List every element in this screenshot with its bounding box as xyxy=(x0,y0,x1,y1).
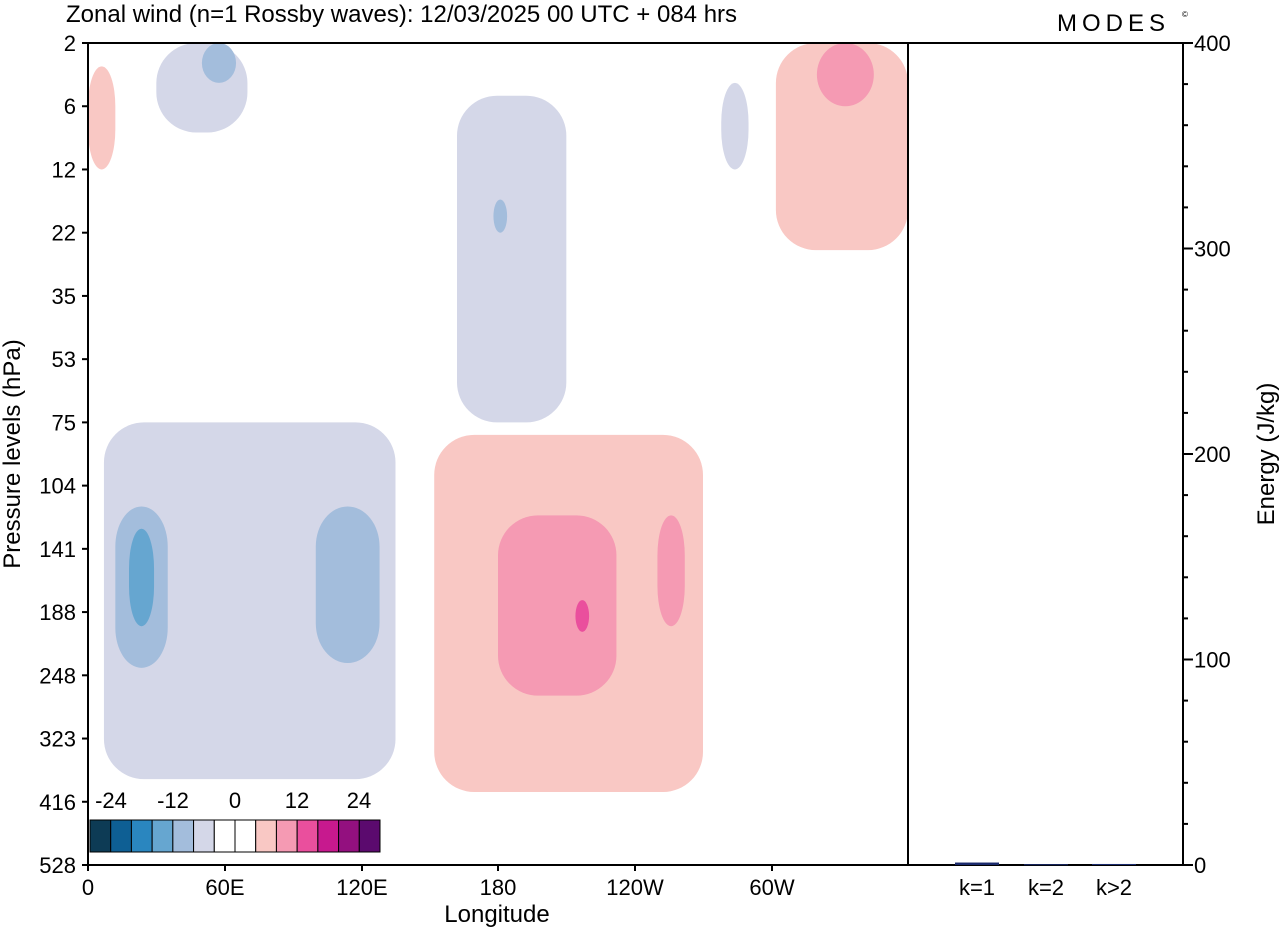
x-axis-label: Longitude xyxy=(444,901,549,928)
y-tick-label: 248 xyxy=(39,663,76,688)
colorbar-swatch xyxy=(275,819,298,853)
y-axis-label: Pressure levels (hPa) xyxy=(0,339,26,568)
energy-panel: k=1 k=2 k>2 0 100 200 300 400 Energy (J/kg) xyxy=(907,31,1280,900)
energy-bar xyxy=(1092,863,1136,865)
colorbar-swatch xyxy=(296,819,319,853)
y-tick-label: 35 xyxy=(52,284,76,309)
energy-category-label: k>2 xyxy=(1096,875,1132,900)
energy-axis-label: Energy (J/kg) xyxy=(1253,383,1280,526)
contour-region-positive xyxy=(775,43,908,251)
colorbar-swatch xyxy=(213,819,236,853)
y-tick-label: 141 xyxy=(39,537,76,562)
contour-regions xyxy=(88,43,908,792)
contour-region-positive xyxy=(575,600,590,632)
y-tick-label: 323 xyxy=(39,727,76,752)
x-tick-label: 120E xyxy=(336,875,387,900)
colorbar-swatch xyxy=(317,819,340,853)
colorbar-swatch xyxy=(234,819,257,853)
chart-title: Zonal wind (n=1 Rossby waves): 12/03/202… xyxy=(66,1,737,28)
energy-bar xyxy=(1024,864,1068,866)
contour-region-positive xyxy=(88,66,116,170)
energy-category-label: k=1 xyxy=(959,875,995,900)
y-tick-label: 2 xyxy=(64,31,76,56)
energy-category-label: k=2 xyxy=(1028,875,1064,900)
field-axes: 0 60E 120E 180 120W 60W 2 6 12 22 35 53 75 104 141 188 2… xyxy=(39,31,795,900)
contour-region-negative xyxy=(201,43,237,83)
colorbar-tick-label: -12 xyxy=(157,788,189,813)
colorbar-swatch xyxy=(130,819,153,853)
contour-region-negative xyxy=(129,528,155,627)
contour-region-negative xyxy=(721,82,749,170)
colorbar-swatch xyxy=(358,819,381,853)
y-tick-label: 53 xyxy=(52,347,76,372)
energy-tick-label: 0 xyxy=(1194,853,1206,878)
colorbar-tick-label: 12 xyxy=(285,788,309,813)
x-tick-label: 60W xyxy=(749,875,794,900)
colorbar-swatch xyxy=(255,819,277,853)
energy-tick-label: 300 xyxy=(1194,237,1231,262)
energy-axes: k=1 k=2 k>2 0 100 200 300 400 xyxy=(959,31,1231,900)
energy-bar xyxy=(955,862,999,865)
modes-logo-mark: © xyxy=(1182,10,1188,19)
x-tick-label: 120W xyxy=(606,875,664,900)
colorbar: -24 -12 0 12 24 xyxy=(88,783,384,863)
contour-region-negative xyxy=(493,199,508,233)
y-tick-label: 22 xyxy=(52,221,76,246)
contour-region-negative xyxy=(103,422,396,780)
x-tick-label: 60E xyxy=(205,875,244,900)
contour-region-positive xyxy=(816,43,874,107)
contour-region-negative xyxy=(315,506,380,664)
contour-region-positive xyxy=(498,515,617,696)
y-tick-label: 75 xyxy=(52,410,76,435)
colorbar-tick-label: 24 xyxy=(347,788,371,813)
y-tick-label: 188 xyxy=(39,600,76,625)
energy-frame xyxy=(907,42,1184,866)
colorbar-swatch xyxy=(172,819,195,853)
colorbar-swatch xyxy=(193,819,215,853)
y-tick-label: 6 xyxy=(64,94,76,119)
field-panel: -24 -12 0 12 24 0 60E 120E 180 120W 60W 2 6 12 22 35 53… xyxy=(0,31,909,928)
x-tick-label: 180 xyxy=(480,875,517,900)
colorbar-swatch xyxy=(110,819,132,853)
colorbar-tick-label: 0 xyxy=(229,788,241,813)
energy-bars xyxy=(955,862,1136,866)
y-tick-label: 416 xyxy=(39,790,76,815)
contour-region-positive xyxy=(657,515,685,627)
x-tick-label: 0 xyxy=(82,875,94,900)
colorbar-tick-label: -24 xyxy=(95,788,127,813)
y-tick-label: 104 xyxy=(39,474,76,499)
energy-tick-label: 200 xyxy=(1194,442,1231,467)
y-tick-label: 12 xyxy=(52,157,76,182)
modes-logo: MODES xyxy=(1057,10,1170,37)
colorbar-swatch xyxy=(338,819,360,853)
contour-region-negative xyxy=(457,95,567,423)
energy-tick-label: 400 xyxy=(1194,31,1231,56)
energy-tick-label: 100 xyxy=(1194,648,1231,673)
colorbar-swatch xyxy=(151,819,174,853)
y-tick-label: 528 xyxy=(39,853,76,878)
colorbar-swatch xyxy=(89,819,112,853)
